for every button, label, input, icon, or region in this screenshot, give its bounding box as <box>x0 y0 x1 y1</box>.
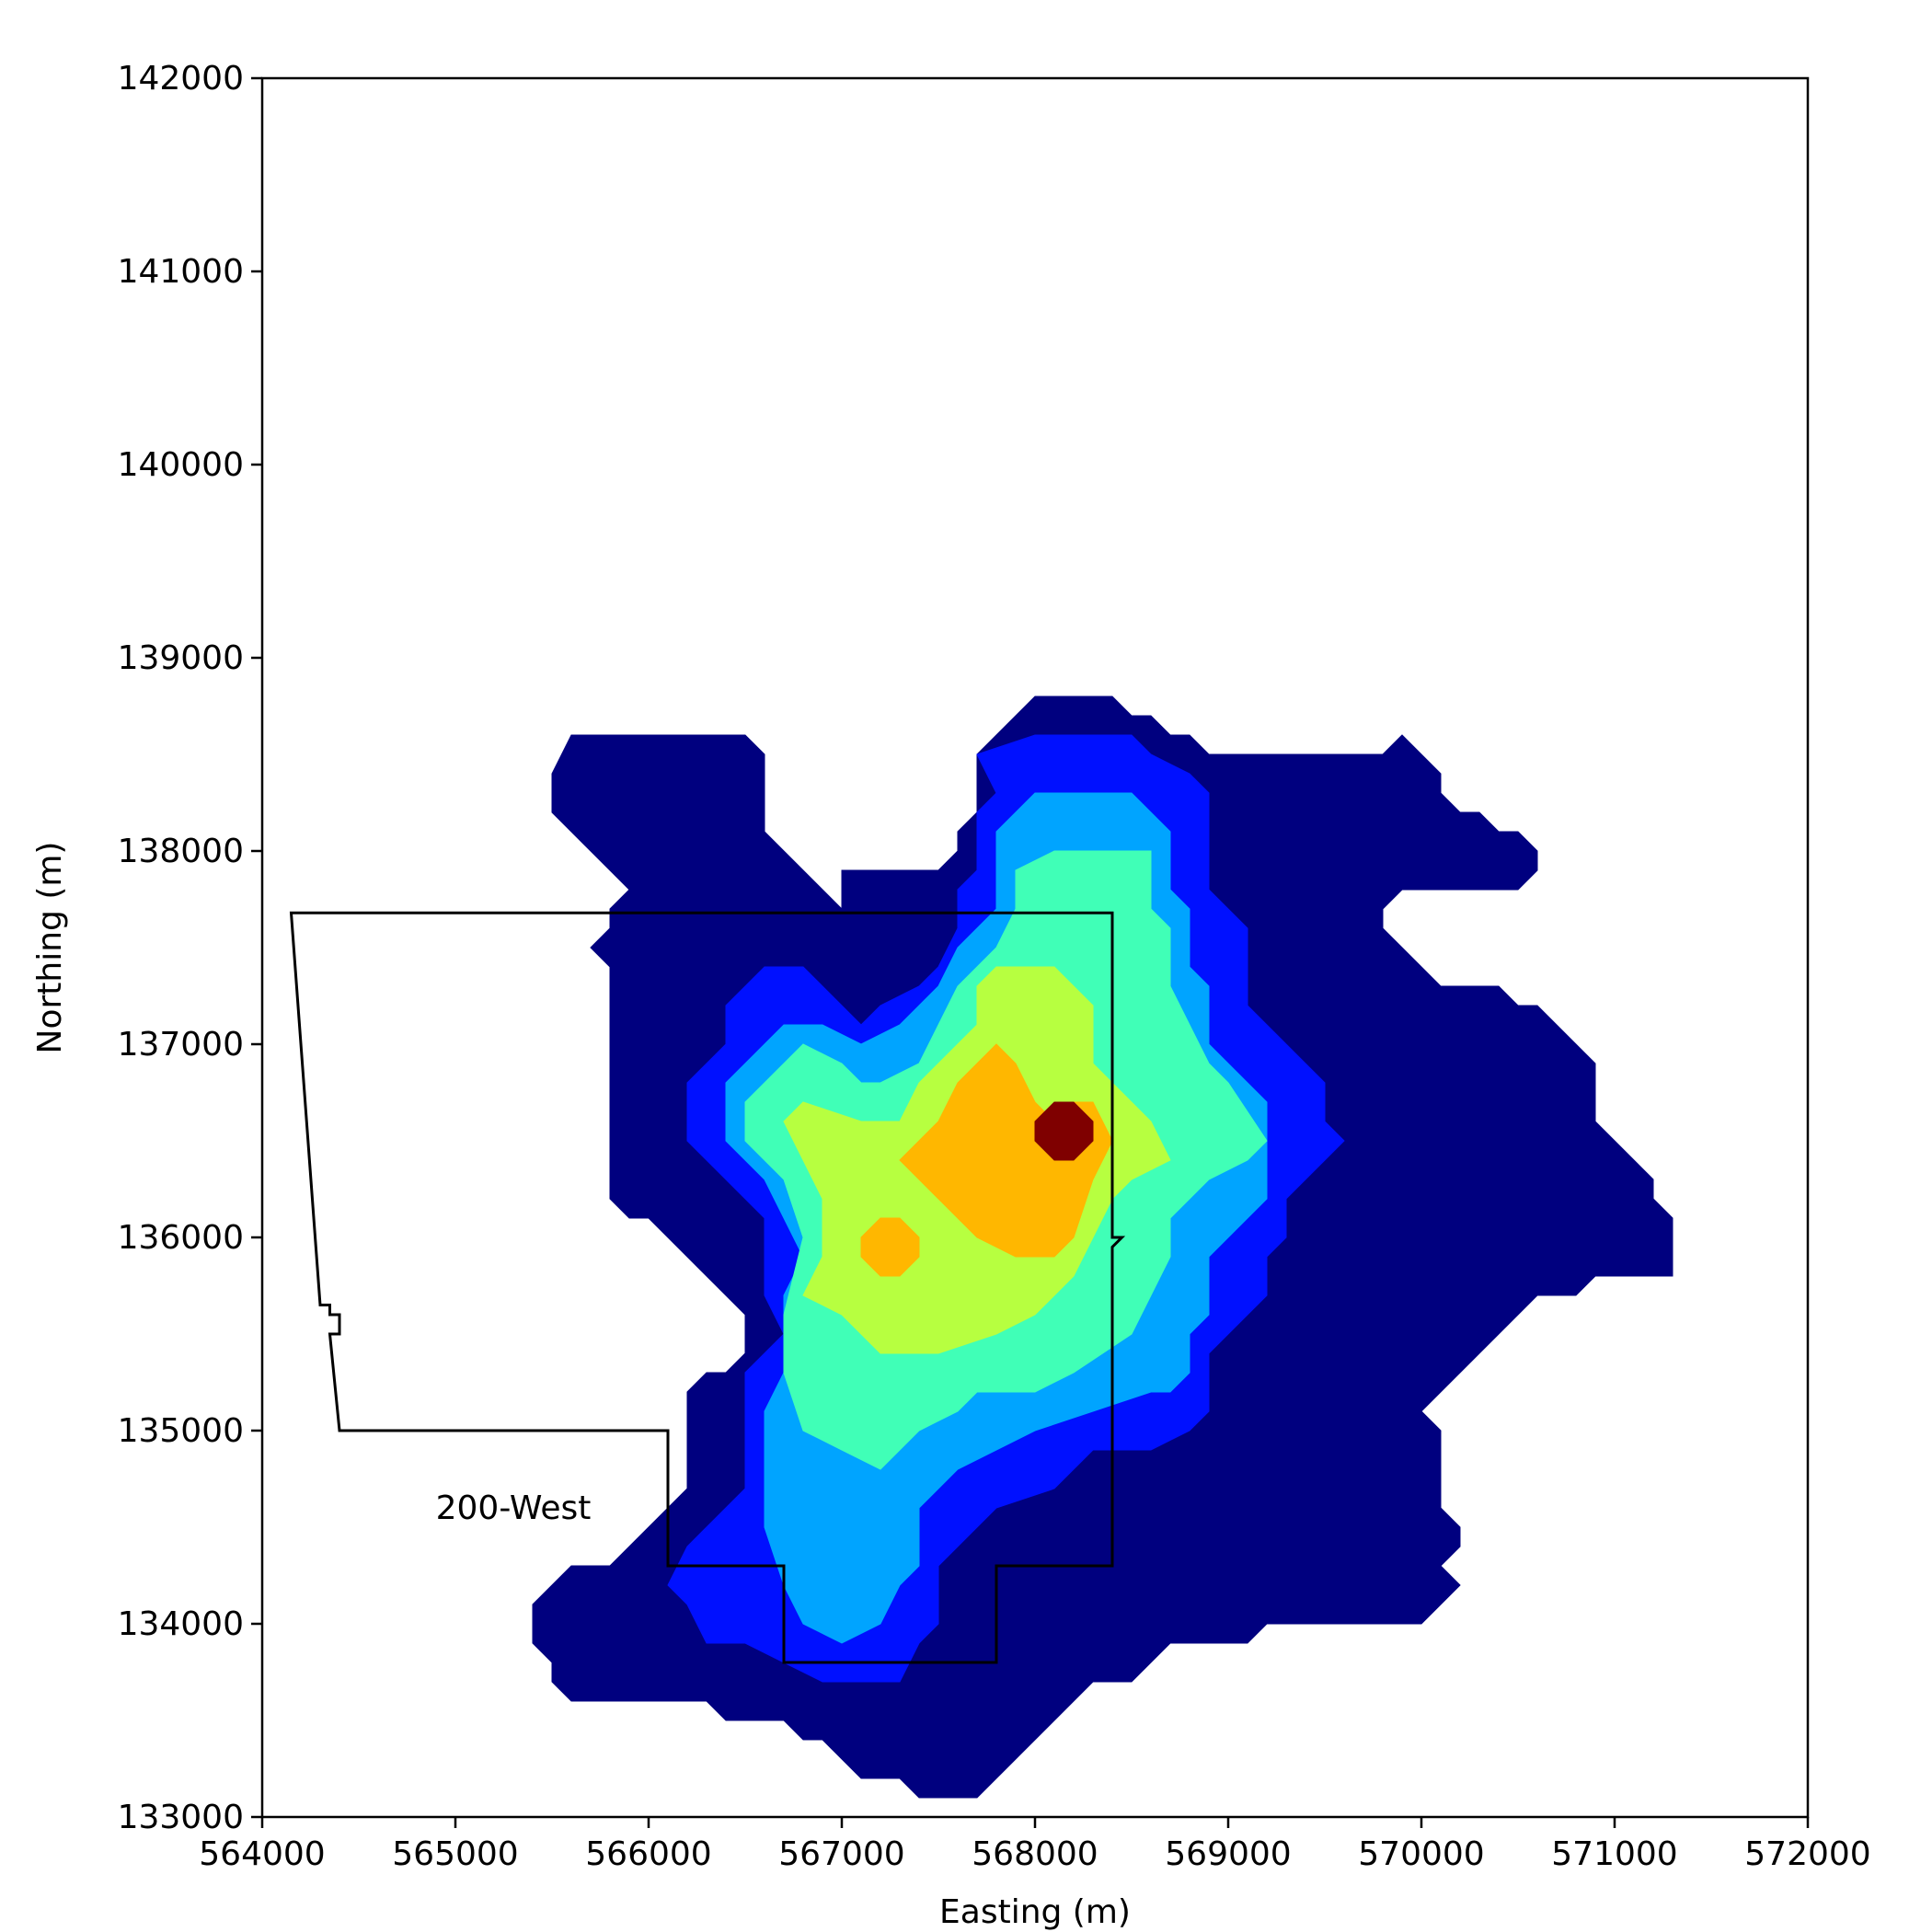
x-tick-label: 567000 <box>778 1835 904 1873</box>
y-tick-label: 139000 <box>118 639 244 677</box>
boundary-outline-200-west <box>289 911 1126 1664</box>
contour-level-6-region-6 <box>860 1217 920 1277</box>
y-axis-label: Northing (m) <box>31 842 69 1054</box>
y-tick-label: 135000 <box>118 1412 244 1450</box>
y-tick-label: 136000 <box>118 1219 244 1257</box>
x-tick-label: 572000 <box>1744 1835 1870 1873</box>
x-tick-label: 569000 <box>1165 1835 1291 1873</box>
y-tick-label: 137000 <box>118 1026 244 1064</box>
x-tick-label: 565000 <box>392 1835 518 1873</box>
x-tick-label: 568000 <box>972 1835 1098 1873</box>
contour-level-7-region-7 <box>1034 1101 1094 1161</box>
x-tick-label: 571000 <box>1551 1835 1677 1873</box>
y-tick-label: 142000 <box>118 60 244 98</box>
y-tick-label: 134000 <box>118 1605 244 1643</box>
y-tick-label: 133000 <box>118 1799 244 1836</box>
boundary-label-200-west: 200-West <box>436 1489 592 1527</box>
x-tick-label: 566000 <box>585 1835 711 1873</box>
contour-fill-layer <box>532 696 1673 1799</box>
y-axis: 133000 134000 135000 136000 137000 138000 1390… <box>118 60 262 1836</box>
contour-level-6-region-5 <box>899 1043 1113 1258</box>
x-axis-label: Easting (m) <box>939 1893 1131 1931</box>
y-tick-label: 141000 <box>118 253 244 291</box>
x-tick-label: 564000 <box>199 1835 325 1873</box>
boundary-layer <box>289 911 1126 1664</box>
y-tick-label: 138000 <box>118 833 244 870</box>
y-tick-label: 140000 <box>118 446 244 484</box>
x-axis: 564000 565000 566000 567000 568000 569000 5700… <box>199 1817 1871 1873</box>
x-tick-label: 570000 <box>1358 1835 1484 1873</box>
